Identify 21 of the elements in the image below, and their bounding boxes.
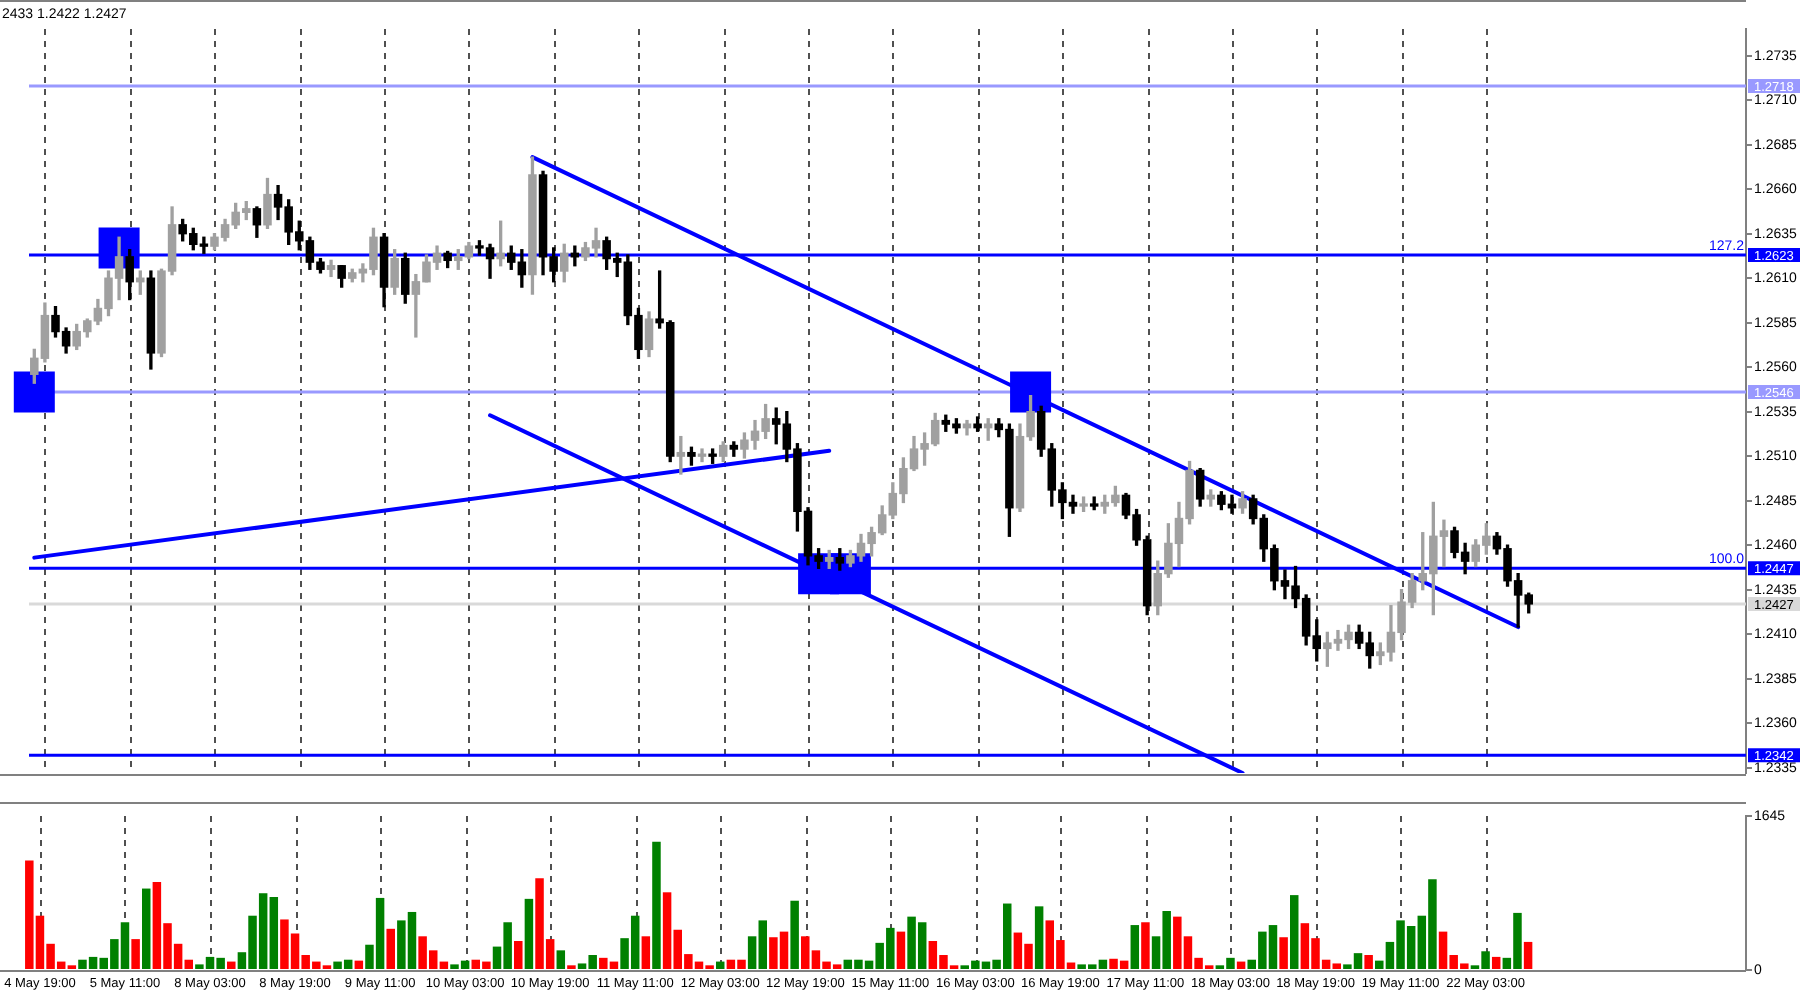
bar	[1364, 955, 1373, 969]
bar	[1279, 937, 1288, 969]
bar	[1289, 895, 1299, 969]
bar	[1130, 925, 1140, 969]
bar	[354, 960, 364, 969]
bar	[141, 888, 151, 969]
bar	[652, 841, 661, 969]
bar	[1034, 906, 1044, 969]
bar	[1523, 941, 1533, 969]
bar	[641, 936, 651, 969]
bar	[131, 939, 140, 969]
bar	[556, 950, 566, 969]
bar	[1491, 956, 1501, 969]
bar	[227, 961, 236, 969]
bar	[386, 928, 395, 969]
bar	[790, 900, 799, 969]
bar	[524, 898, 534, 969]
bar	[1141, 922, 1150, 969]
bar	[896, 931, 906, 969]
bar	[514, 940, 523, 969]
point	[13, 371, 55, 413]
